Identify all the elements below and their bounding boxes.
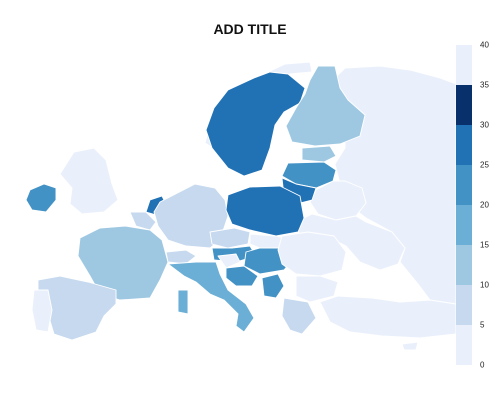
- region-greece: [281, 297, 317, 335]
- region-switzerland: [165, 249, 197, 265]
- legend-tick-label: 5: [480, 320, 485, 330]
- region-serbia: [261, 273, 285, 299]
- region-czechia: [209, 227, 251, 249]
- legend-tick-label: 30: [480, 120, 489, 130]
- region-cyprus: [401, 341, 419, 351]
- legend-swatch: [456, 165, 472, 205]
- legend-swatch: [456, 45, 472, 85]
- legend-tick-label: 10: [480, 280, 489, 290]
- legend-tick-label: 20: [480, 200, 489, 210]
- map-title: ADD TITLE: [213, 21, 287, 37]
- legend-swatch: [456, 245, 472, 285]
- region-sweden: [205, 71, 306, 177]
- legend-tick-label: 0: [480, 360, 485, 370]
- region-croatia: [225, 265, 259, 287]
- region-belgium: [129, 211, 157, 231]
- legend-tick-label: 25: [480, 160, 489, 170]
- region-romania: [277, 231, 347, 277]
- region-united-kingdom: [59, 147, 119, 215]
- legend-swatch: [456, 85, 472, 125]
- legend-tick-label: 15: [480, 240, 489, 250]
- region-turkey: [319, 295, 457, 339]
- region-estonia: [301, 145, 337, 163]
- region-sardinia: [177, 289, 189, 315]
- region-poland: [225, 185, 305, 237]
- region-portugal: [31, 289, 53, 333]
- legend-swatch: [456, 125, 472, 165]
- region-ireland: [25, 183, 57, 213]
- legend-swatch: [456, 285, 472, 325]
- region-italy: [167, 261, 255, 333]
- legend-swatch: [456, 205, 472, 245]
- region-bulgaria: [295, 275, 339, 303]
- legend-tick-label: 35: [480, 80, 489, 90]
- map-regions: [25, 61, 457, 351]
- legend-swatch: [456, 325, 472, 365]
- region-finland: [285, 65, 366, 147]
- region-france: [77, 225, 169, 301]
- legend-tick-label: 40: [480, 40, 489, 50]
- region-slovenia: [217, 253, 241, 269]
- region-latvia: [281, 161, 337, 189]
- color-legend: 0 5 10 15 20 25 30 35 40: [456, 41, 489, 370]
